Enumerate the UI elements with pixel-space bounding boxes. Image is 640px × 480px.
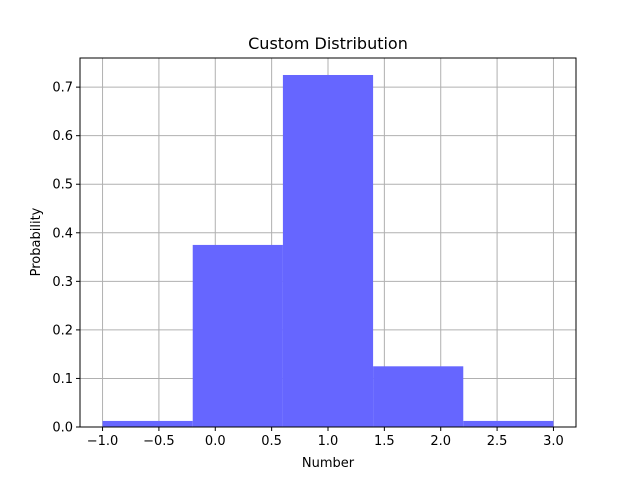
y-tick-label: 0.2	[52, 323, 73, 338]
chart-title: Custom Distribution	[248, 34, 408, 53]
y-tick-label: 0.3	[52, 275, 73, 290]
x-tick-label: 2.5	[487, 434, 508, 449]
y-tick-label: 0.1	[52, 372, 73, 387]
y-tick-label: 0.7	[52, 81, 73, 96]
x-axis-label: Number	[302, 456, 355, 471]
x-tick-label: 0.0	[205, 434, 226, 449]
histogram-bar	[192, 244, 283, 427]
y-axis-label: Probability	[29, 207, 44, 276]
x-tick-label: −0.5	[143, 434, 175, 449]
histogram-bar	[463, 420, 554, 427]
x-tick-label: 1.5	[374, 434, 395, 449]
y-tick-label: 0.6	[52, 129, 73, 144]
x-tick-label: −1.0	[87, 434, 119, 449]
x-tick-label: 2.0	[430, 434, 451, 449]
y-tick-label: 0.0	[52, 421, 73, 436]
x-tick-label: 1.0	[318, 434, 339, 449]
histogram-bar	[373, 366, 464, 427]
x-tick-label: 0.5	[261, 434, 282, 449]
histogram-bar	[102, 420, 193, 427]
x-axis-ticks: −1.0 −0.5 0.0 0.5 1.0 1.5 2.0 2.5 3.0	[87, 427, 564, 449]
x-tick-label: 3.0	[543, 434, 564, 449]
histogram-bar	[282, 74, 374, 428]
y-axis-ticks: 0.0 0.1 0.2 0.3 0.4 0.5 0.6 0.7	[52, 81, 80, 436]
y-tick-label: 0.4	[52, 226, 73, 241]
bars	[102, 74, 554, 428]
y-tick-label: 0.5	[52, 178, 73, 193]
